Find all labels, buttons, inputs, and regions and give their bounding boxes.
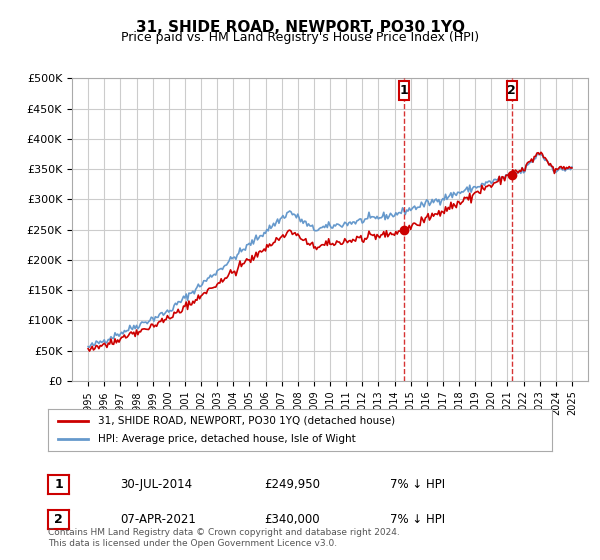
Text: £249,950: £249,950 (264, 478, 320, 491)
Text: 7% ↓ HPI: 7% ↓ HPI (390, 478, 445, 491)
Text: 31, SHIDE ROAD, NEWPORT, PO30 1YQ (detached house): 31, SHIDE ROAD, NEWPORT, PO30 1YQ (detac… (98, 416, 395, 426)
Text: 7% ↓ HPI: 7% ↓ HPI (390, 512, 445, 526)
Text: £340,000: £340,000 (264, 512, 320, 526)
FancyBboxPatch shape (399, 81, 409, 100)
Text: 2: 2 (508, 84, 516, 97)
Text: 1: 1 (400, 84, 408, 97)
Text: 1: 1 (54, 478, 63, 491)
FancyBboxPatch shape (507, 81, 517, 100)
Text: Contains HM Land Registry data © Crown copyright and database right 2024.
This d: Contains HM Land Registry data © Crown c… (48, 528, 400, 548)
Text: 07-APR-2021: 07-APR-2021 (120, 512, 196, 526)
Text: 31, SHIDE ROAD, NEWPORT, PO30 1YQ: 31, SHIDE ROAD, NEWPORT, PO30 1YQ (136, 20, 464, 35)
Text: HPI: Average price, detached house, Isle of Wight: HPI: Average price, detached house, Isle… (98, 434, 356, 444)
Text: 30-JUL-2014: 30-JUL-2014 (120, 478, 192, 491)
Text: 2: 2 (54, 513, 63, 526)
Text: Price paid vs. HM Land Registry's House Price Index (HPI): Price paid vs. HM Land Registry's House … (121, 31, 479, 44)
